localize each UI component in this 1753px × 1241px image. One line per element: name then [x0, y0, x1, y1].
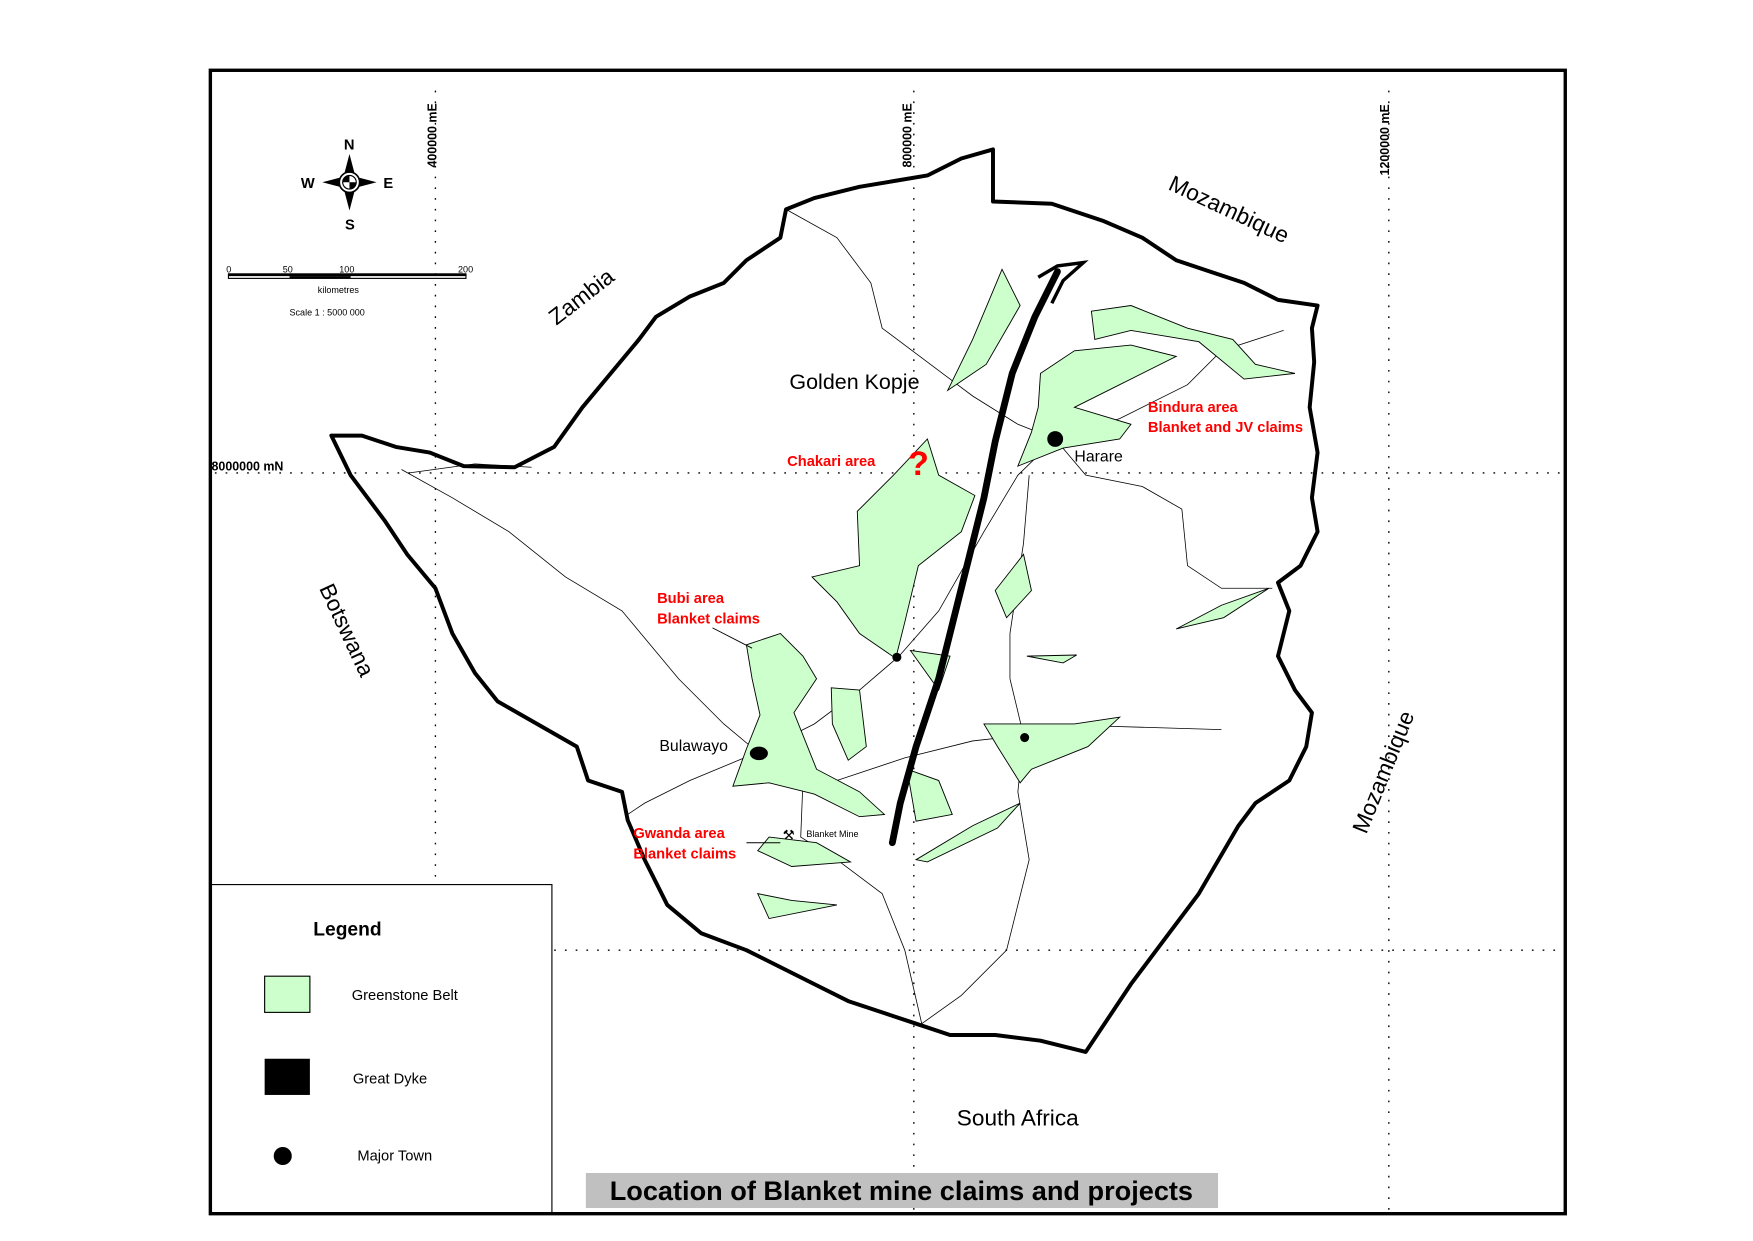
map-title: Location of Blanket mine claims and proj…: [610, 1175, 1193, 1206]
grid-label-400000-me: 400000 mE: [426, 103, 440, 167]
grid-lines: [214, 90, 1561, 1211]
bubi-leader-line: [712, 627, 753, 649]
scale-ratio: Scale 1 : 5000 000: [290, 308, 365, 318]
scale-bar: [227, 273, 467, 279]
legend-title: Legend: [313, 919, 381, 940]
project-label-bindura-claims: Blanket and JV claims: [1148, 420, 1303, 436]
town-dot: [892, 652, 902, 662]
legend-greenstone-swatch: [264, 975, 311, 1013]
great-dyke: [888, 268, 1061, 847]
legend-town-dot: [273, 1146, 292, 1166]
project-label-gwanda-claims: Blanket claims: [633, 847, 736, 863]
zimbabwe-border: [329, 147, 1320, 1054]
grid-label-1200000-me: 1200000 mE: [1378, 104, 1392, 175]
legend-great-dyke-swatch: [264, 1058, 310, 1095]
town-dot-harare: [1047, 431, 1064, 447]
great-dyke-north-tip: [1037, 260, 1089, 305]
grid-label-800000-me: 800000 mE: [901, 103, 915, 167]
legend-label-great-dyke: Great Dyke: [353, 1072, 427, 1088]
scale-tick-50: 50: [283, 265, 293, 275]
compass-n: N: [344, 137, 355, 153]
scale-tick-200: 200: [458, 265, 473, 275]
scale-unit: kilometres: [318, 285, 360, 295]
town-dot: [1020, 733, 1030, 743]
town-label-bulawayo: Bulawayo: [659, 738, 728, 755]
compass-s: S: [345, 218, 355, 234]
town-dot-bulawayo: [749, 746, 768, 761]
project-label-gwanda: Gwanda area: [633, 826, 725, 842]
compass-e: E: [383, 176, 393, 192]
place-label-golden-kopje: Golden Kopje: [789, 370, 919, 394]
project-label-bubi-claims: Blanket claims: [657, 611, 760, 627]
chakari-question-mark: ?: [908, 445, 929, 483]
project-label-bindura: Bindura area: [1148, 400, 1239, 416]
grid-label-8000000-mn: 8000000 mN: [211, 460, 283, 474]
scale-tick-100: 100: [339, 265, 354, 275]
legend-label-major-town: Major Town: [357, 1149, 432, 1165]
project-label-chakari: Chakari area: [787, 454, 876, 470]
country-label-south-africa: South Africa: [957, 1105, 1079, 1130]
project-label-bubi: Bubi area: [657, 591, 725, 607]
place-label-blanket-mine: Blanket Mine: [806, 829, 858, 839]
compass-rose-icon: [322, 153, 377, 211]
legend-label-greenstone: Greenstone Belt: [352, 988, 458, 1004]
town-label-harare: Harare: [1074, 449, 1123, 466]
mine-icon: ⚒: [783, 827, 795, 842]
scale-tick-0: 0: [226, 265, 231, 275]
legend-box: [210, 884, 553, 1214]
compass-w: W: [301, 176, 315, 192]
title-background: [585, 1172, 1219, 1209]
